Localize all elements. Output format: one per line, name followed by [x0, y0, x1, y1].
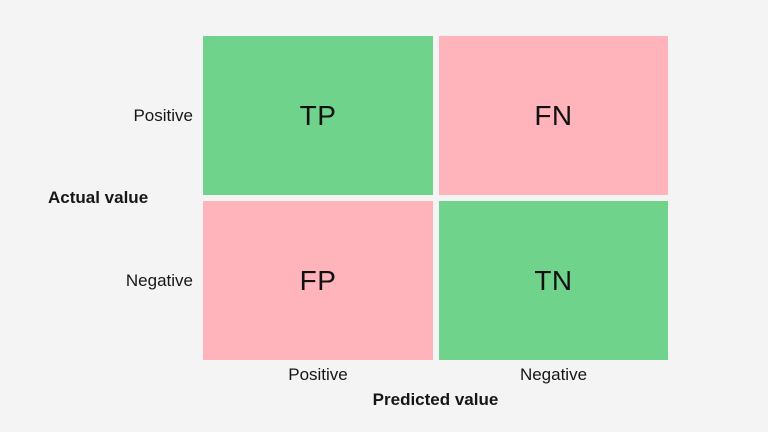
predicted-value-axis-label: Predicted value [372, 390, 499, 409]
col-label-negative: Negative [519, 365, 588, 384]
col-label-positive: Positive [288, 365, 348, 384]
cell-false-positive: FP [203, 201, 433, 360]
cell-false-positive-label: FP [299, 264, 337, 296]
cell-true-positive: TP [203, 36, 433, 195]
cell-false-negative-label: FN [534, 99, 573, 131]
row-label-negative: Negative [125, 270, 193, 290]
actual-value-axis-label: Actual value [48, 188, 149, 207]
cell-true-negative-label: TN [534, 264, 573, 296]
cell-false-negative: FN [439, 36, 668, 195]
row-label-positive: Positive [133, 105, 193, 125]
cell-true-positive-label: TP [299, 99, 337, 131]
cell-true-negative: TN [439, 201, 668, 360]
